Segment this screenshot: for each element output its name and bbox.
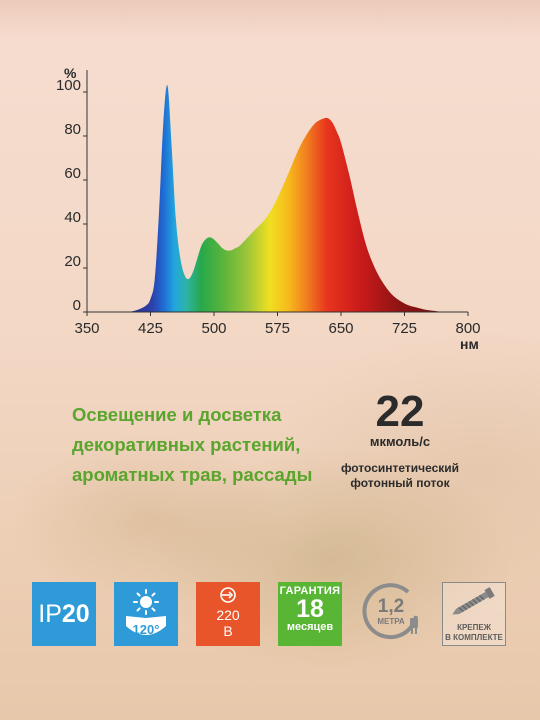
- mount-kit-line-2: В КОМПЛЕКТЕ: [445, 633, 503, 642]
- flux-unit: мкмоль/с: [369, 434, 431, 449]
- cable-length-unit: МЕТРА: [377, 617, 405, 626]
- mount-kit-text: КРЕПЕЖ В КОМПЛЕКТЕ: [443, 623, 505, 643]
- headline-line-2: декоративных растений,: [72, 434, 301, 455]
- sun-angle-icon: 120°: [126, 589, 166, 637]
- headline-line-1: Освещение и досветка: [72, 404, 282, 425]
- warranty-badge: ГАРАНТИЯ 18 месяцев: [278, 582, 342, 646]
- cable-ring-icon: 1,2 МЕТРА: [362, 583, 418, 640]
- plug-icon: [220, 587, 236, 603]
- x-tick-label-725: 725: [392, 320, 417, 337]
- y-tick-label-20: 20: [64, 253, 81, 270]
- cable-length-value: 1,2: [378, 596, 404, 617]
- y-tick-label-100: 100: [56, 77, 81, 94]
- spectrum-chart: 0 20 40 60 80 100 350 425 500 575 650 725 800 % нм: [56, 65, 481, 352]
- x-tick-label-500: 500: [201, 320, 226, 337]
- voltage-text: 220 В: [196, 607, 260, 639]
- headline-text: Освещение и досветка декоративных растен…: [72, 400, 342, 490]
- cable-length-badge: 1,2 МЕТРА: [360, 582, 424, 646]
- warranty-label: ГАРАНТИЯ: [279, 585, 341, 597]
- mount-kit-badge: КРЕПЕЖ В КОМПЛЕКТЕ: [442, 582, 506, 646]
- y-tick-label-0: 0: [73, 297, 81, 314]
- ip-rating-badge: IP 20: [32, 582, 96, 646]
- x-tick-label-650: 650: [328, 320, 353, 337]
- photon-flux-block: 22 мкмоль/с фотосинтетический фотонный п…: [330, 390, 470, 491]
- voltage-badge: 220 В: [196, 582, 260, 646]
- x-tick-label-350: 350: [74, 320, 99, 337]
- ip-number: 20: [61, 599, 90, 628]
- ip-prefix: IP: [38, 599, 62, 628]
- warranty-months: 18: [296, 595, 324, 623]
- y-tick-label-80: 80: [64, 121, 81, 138]
- y-axis-unit: %: [64, 65, 77, 81]
- flux-description-line-2: фотонный поток: [350, 476, 450, 490]
- y-tick-label-40: 40: [64, 209, 81, 226]
- mount-kit-line-1: КРЕПЕЖ: [457, 623, 491, 632]
- screw-icon: [452, 587, 495, 615]
- voltage-number: 220: [216, 607, 240, 623]
- spectrum-area: [129, 84, 452, 312]
- x-tick-label-425: 425: [138, 320, 163, 337]
- headline-line-3: ароматных трав, рассады: [72, 464, 313, 485]
- warranty-unit: месяцев: [286, 621, 334, 633]
- x-tick-label-575: 575: [265, 320, 290, 337]
- flux-description-line-1: фотосинтетический: [340, 461, 460, 475]
- beam-angle-badge: 120°: [114, 582, 178, 646]
- y-tick-label-60: 60: [64, 165, 81, 182]
- flux-value: 22: [375, 387, 425, 436]
- beam-angle-value: 120°: [133, 622, 160, 637]
- x-axis-unit: нм: [460, 336, 479, 352]
- x-tick-group: 350 425 500 575 650 725 800: [74, 312, 481, 337]
- x-tick-label-800: 800: [455, 320, 480, 337]
- voltage-unit: В: [223, 623, 233, 639]
- y-tick-group: 0 20 40 60 80 100: [56, 77, 87, 314]
- flux-description: фотосинтетический фотонный поток: [330, 461, 470, 491]
